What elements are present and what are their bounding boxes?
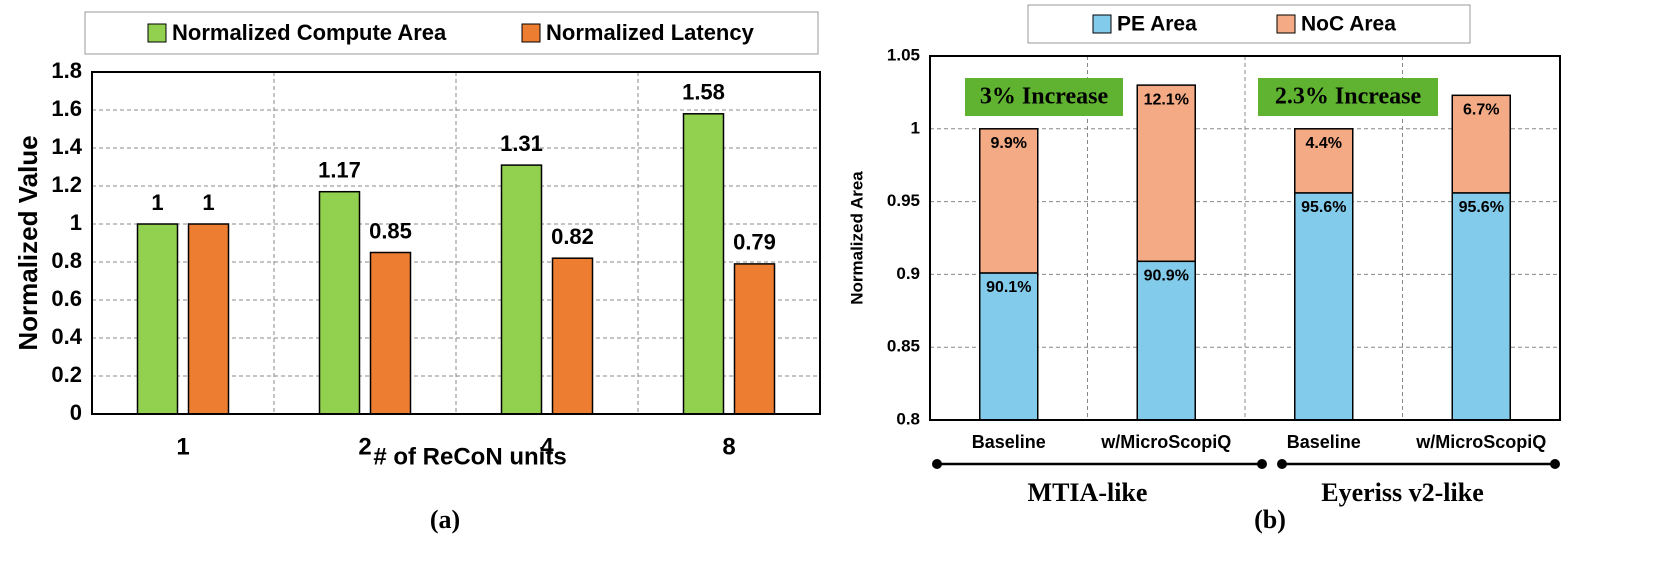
legend-swatch [1276,14,1296,34]
data-label: 0.79 [733,230,776,255]
x-tick-label: 8 [722,433,735,460]
legend-swatch [147,23,167,43]
data-label: 1.31 [500,131,543,156]
x-axis-label: # of ReCoN units [373,443,566,470]
y-tick-label: 0.95 [887,191,920,210]
bar [318,190,361,415]
y-tick-label: 0.9 [896,264,920,283]
caption: (b) [1254,505,1286,534]
group-dot [932,459,942,469]
bar [551,257,594,415]
group-label: MTIA-like [1028,478,1148,507]
legend-label: Normalized Compute Area [172,20,447,45]
legend-label: PE Area [1117,13,1197,36]
legend-swatch [1092,14,1112,34]
x-tick-label: 2 [358,433,371,460]
data-label: 6.7% [1463,102,1499,119]
bar-segment [1136,84,1196,263]
y-tick-label: 1.2 [51,172,82,197]
bar-segment [979,272,1039,421]
y-tick-label: 1 [911,118,920,137]
group-dot [1277,459,1287,469]
data-label: 0.85 [369,218,412,243]
y-tick-label: 0.6 [51,286,82,311]
y-tick-label: 0.4 [51,324,82,349]
y-tick-label: 1.4 [51,134,82,159]
group-dot [1550,459,1560,469]
group-axis [932,459,1560,469]
data-label: 0.82 [551,224,594,249]
annotation: 3% Increase [980,84,1109,110]
bar-segment [1136,260,1196,421]
y-tick-label: 0.8 [896,409,920,428]
x-tick-label: Baseline [1287,432,1361,452]
bar [369,251,412,415]
bar [682,113,725,415]
x-tick-label: 1 [176,433,189,460]
y-tick-label: 1.05 [887,45,920,64]
bar [500,164,543,415]
y-tick-label: 1.8 [51,58,82,83]
y-tick-label: 0.85 [887,337,920,356]
bar-segment [979,128,1039,274]
data-label: 1 [202,190,214,215]
bar [187,223,230,415]
legend-label: NoC Area [1301,13,1396,36]
plot-frame [91,71,821,415]
legend-swatch [521,23,541,43]
group-label: Eyeriss v2-like [1321,478,1484,507]
bar-segment [1294,192,1354,421]
group-dot [1257,459,1267,469]
y-tick-label: 0.2 [51,362,82,387]
data-label: 9.9% [991,135,1027,152]
data-label: 1 [151,190,163,215]
x-tick-label: Baseline [972,432,1046,452]
data-label: 95.6% [1459,199,1504,216]
plot-frame [929,55,1561,421]
bar-segment [1451,192,1511,421]
data-label: 12.1% [1144,91,1189,108]
x-tick-label: w/MicroScopiQ [1100,432,1231,452]
x-tick-label: 4 [540,433,554,460]
annotation: 2.3% Increase [1275,84,1422,110]
data-label: 1.17 [318,158,361,183]
y-tick-label: 1 [70,210,82,235]
annotation-box [965,78,1123,116]
bar [136,223,179,415]
annotation-box [1258,78,1438,116]
legend-label: Normalized Latency [546,20,755,45]
data-label: 90.1% [986,279,1031,296]
data-label: 1.58 [682,80,725,105]
data-label: 4.4% [1306,135,1342,152]
x-tick-label: w/MicroScopiQ [1415,432,1546,452]
legend-box [84,11,819,55]
legend-box [1027,4,1471,44]
bar [733,263,776,415]
y-axis-label: Normalized Value [13,135,43,350]
data-label: 90.9% [1144,268,1189,285]
data-label: 95.6% [1301,199,1346,216]
bar-segment [1451,94,1511,194]
bar-segment [1294,128,1354,194]
y-tick-label: 0.8 [51,248,82,273]
y-tick-label: 1.6 [51,96,82,121]
y-tick-label: 0 [70,400,82,425]
y-axis-label: Normalized Area [847,171,866,305]
caption: (a) [430,505,460,534]
